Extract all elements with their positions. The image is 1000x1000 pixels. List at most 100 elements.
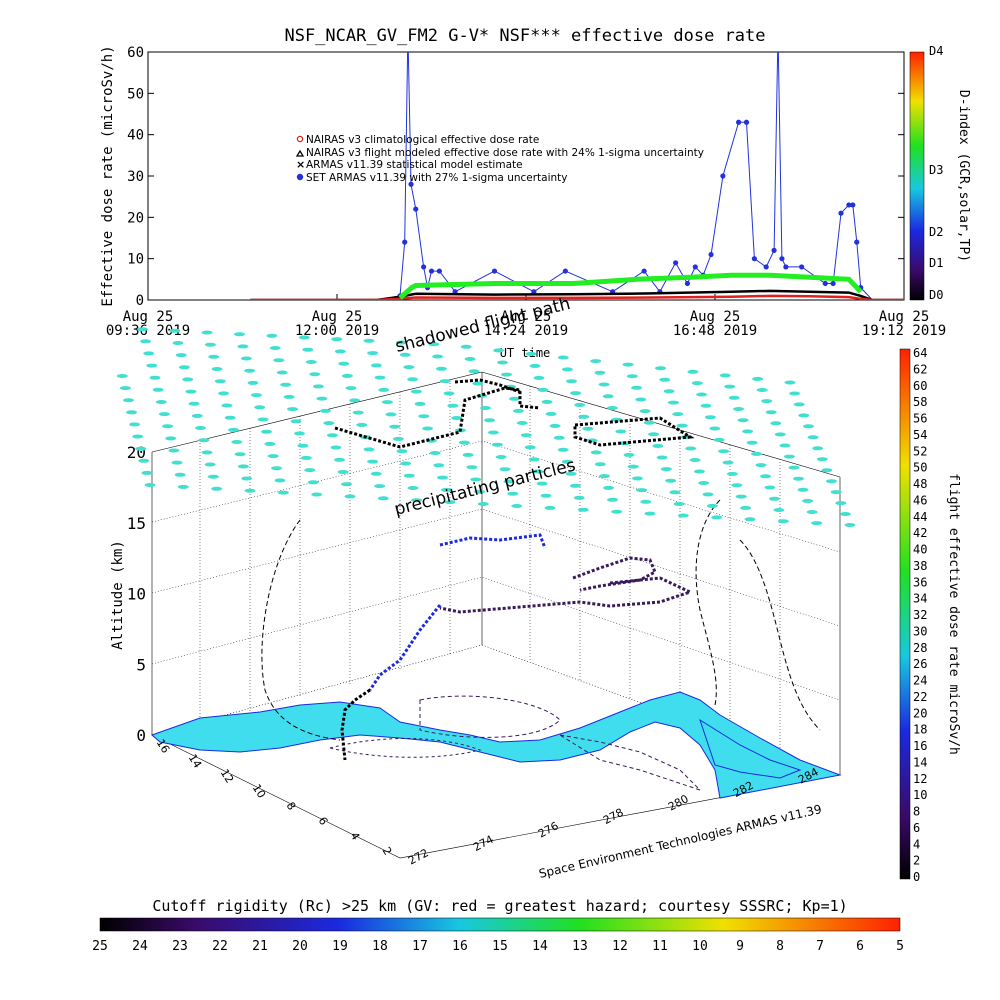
dose-rate-tick-label: 18 — [913, 723, 927, 737]
legend-marker-set-armas — [296, 173, 304, 181]
cutoff-rigidity-label: Cutoff rigidity (Rc) >25 km (GV: red = g… — [152, 897, 847, 915]
data-point — [771, 247, 777, 253]
flight-track-high-dose — [439, 533, 547, 549]
particle-marker — [807, 435, 819, 440]
particle-marker — [573, 495, 585, 500]
particle-marker — [378, 387, 390, 392]
particle-marker — [155, 400, 167, 404]
3d-box-frame — [151, 371, 841, 859]
particle-marker — [508, 396, 520, 401]
legend-marker-armas-stat: × — [296, 158, 305, 171]
particle-marker — [691, 381, 703, 386]
particle-marker — [395, 340, 407, 345]
particle-marker — [135, 446, 147, 451]
particle-marker — [267, 454, 279, 459]
particle-marker — [472, 381, 484, 386]
legend-label: ARMAS v11.39 statistical model estimate — [306, 159, 523, 171]
particle-marker — [789, 391, 801, 396]
particle-marker — [433, 463, 445, 468]
lat-tick-label: 16 — [154, 737, 172, 756]
particle-marker — [188, 401, 200, 406]
particle-marker — [207, 474, 219, 479]
particle-marker — [312, 384, 324, 389]
precipitating-particles-field — [116, 327, 856, 527]
dose-rate-tick-label: 54 — [913, 428, 927, 442]
particle-marker — [338, 361, 350, 366]
particle-marker — [676, 423, 688, 428]
dose-rate-tick-label: 60 — [913, 379, 927, 393]
dose-rate-tick-label: 32 — [913, 608, 927, 622]
dose-rate-tick-label: 28 — [913, 641, 927, 655]
particle-marker — [770, 421, 782, 426]
particle-marker — [806, 510, 818, 514]
data-point — [743, 119, 750, 125]
data-point — [751, 256, 757, 262]
particle-marker — [411, 498, 423, 503]
particle-marker — [276, 370, 288, 375]
dose-rate-tick-label: 34 — [913, 592, 927, 606]
particle-marker — [407, 486, 419, 490]
particle-marker — [237, 464, 249, 469]
particle-marker — [234, 332, 245, 337]
d-index-tick-label: D0 — [929, 288, 943, 302]
particle-marker — [532, 469, 544, 474]
data-point — [830, 280, 836, 287]
particle-marker — [602, 394, 614, 399]
x-tick-time: 16:48 2019 — [673, 323, 757, 339]
particle-marker — [162, 424, 174, 429]
cutoff-rigidity-colorbar-ramp — [99, 917, 901, 932]
particle-marker — [377, 496, 389, 501]
particle-marker — [722, 460, 734, 465]
dose-rate-tick-label: 40 — [913, 543, 927, 557]
dose-rate-tick-label: 22 — [913, 690, 927, 704]
particle-marker — [639, 409, 651, 414]
cutoff-rigidity-tick-label: 5 — [896, 939, 904, 954]
particle-marker — [274, 478, 286, 483]
particle-marker — [839, 512, 851, 516]
particle-marker — [557, 447, 569, 452]
particle-marker — [520, 433, 532, 438]
data-point — [708, 251, 714, 258]
particle-marker — [146, 363, 158, 368]
credit-text: Space Environment Technologies ARMAS v11… — [538, 802, 823, 881]
particle-marker — [713, 437, 725, 442]
particle-marker — [709, 426, 721, 431]
particle-marker — [168, 448, 180, 453]
dose-rate-tick-label: 16 — [913, 739, 927, 753]
cutoff-rigidity-tick-label: 17 — [412, 939, 428, 954]
particle-marker — [566, 379, 577, 384]
lat-tick-label: 10 — [250, 782, 268, 801]
particle-marker — [497, 360, 508, 365]
particle-marker — [689, 458, 701, 462]
particle-marker — [389, 424, 401, 429]
particle-marker — [381, 400, 393, 405]
dose-rate-tick-label: 50 — [913, 461, 927, 475]
particle-marker — [470, 477, 482, 482]
particle-marker — [821, 468, 833, 473]
particle-marker — [182, 377, 194, 382]
series-layer — [250, 52, 904, 300]
particle-marker — [399, 352, 411, 357]
particle-marker — [363, 447, 375, 452]
particle-marker — [480, 406, 492, 410]
particle-marker — [175, 353, 187, 358]
dose-rate-tick-label: 26 — [913, 657, 927, 671]
x-tick-time: 19:12 2019 — [862, 323, 946, 339]
particle-marker — [728, 395, 740, 400]
lat-tick-label: 12 — [218, 767, 236, 786]
data-point — [402, 239, 408, 245]
data-point — [491, 268, 498, 274]
z-tick-label: 0 — [136, 726, 146, 745]
particle-marker — [640, 499, 652, 504]
particle-marker — [533, 375, 545, 380]
dose-rate-tick-label: 30 — [913, 624, 927, 638]
cutoff-rigidity-tick-label: 7 — [816, 939, 824, 954]
particle-marker — [224, 415, 236, 420]
particle-marker — [774, 432, 786, 437]
particle-marker — [731, 483, 743, 488]
dose-rate-tick-label: 24 — [913, 674, 927, 688]
data-point — [763, 264, 769, 270]
chart-title: NSF_NCAR_GV_FM2 G-V* NSF*** effective do… — [284, 26, 765, 46]
cutoff-rigidity-tick-label: 12 — [612, 939, 628, 954]
particle-marker — [440, 487, 452, 492]
